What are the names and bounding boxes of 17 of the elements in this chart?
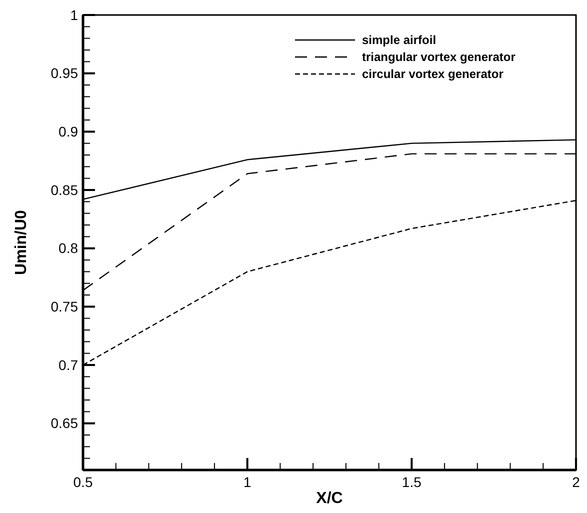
y-tick-label: 0.85 [50, 182, 78, 198]
y-tick-label: 0.8 [58, 240, 78, 256]
x-tick-label: 1.5 [402, 474, 422, 490]
y-tick-label: 0.95 [50, 65, 78, 82]
y-tick-label: 0.65 [50, 415, 78, 432]
y-tick-label: 0.7 [58, 356, 78, 373]
legend-label: simple airfoil [362, 33, 436, 48]
y-tick-label: 0.75 [50, 298, 78, 315]
y-tick-label: 0.9 [58, 124, 78, 140]
y-axis-title: Umin/U0 [13, 210, 30, 275]
x-tick-label: 1 [243, 474, 252, 490]
y-tick-label: 1 [70, 6, 78, 23]
x-tick-label: 0.5 [73, 474, 93, 490]
x-tick-label: 2 [572, 474, 580, 490]
x-axis-title: X/C [316, 490, 344, 507]
legend-label: triangular vortex generator [362, 50, 516, 64]
legend-label: circular vortex generator [362, 67, 504, 82]
